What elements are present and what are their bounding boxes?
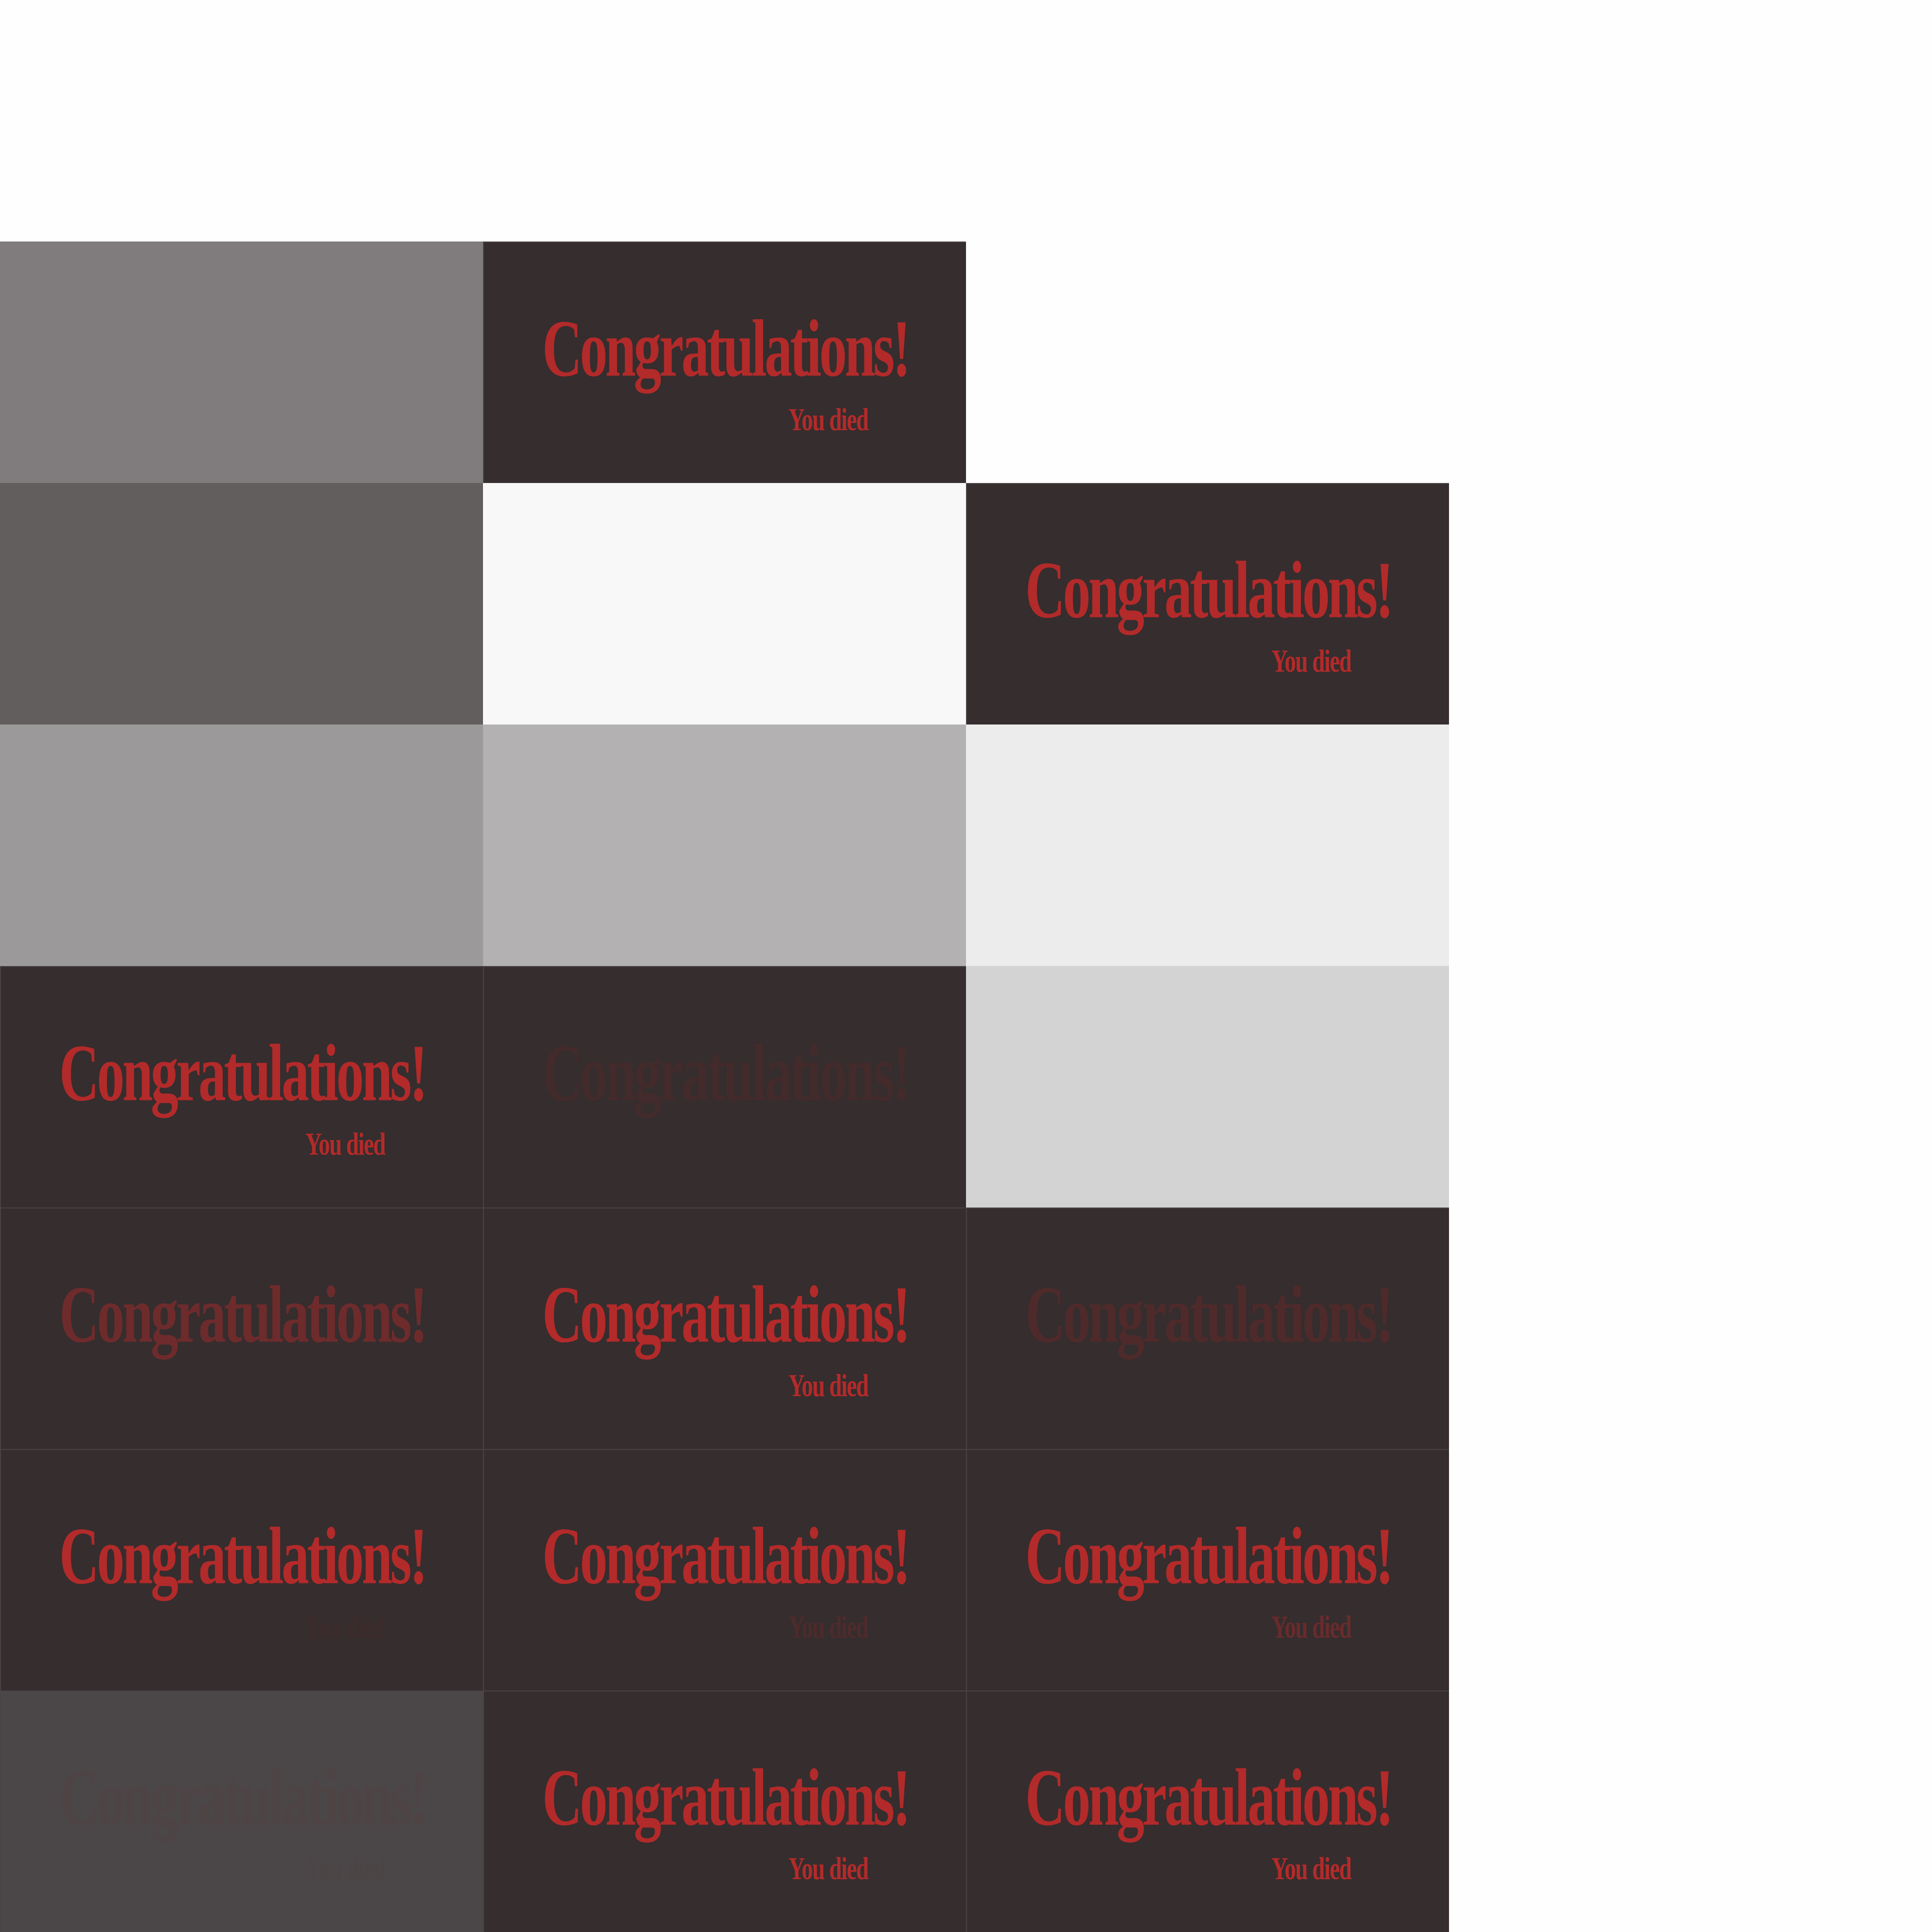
congratulations-title: Congratulations! xyxy=(1025,1752,1394,1843)
sprite-frame: Congratulations! You died xyxy=(483,1690,966,1932)
congratulations-title: Congratulations! xyxy=(542,1752,911,1843)
sprite-frame xyxy=(966,966,1449,1208)
sprite-frame: Congratulations! You died xyxy=(483,242,966,483)
congratulations-title: Congratulations! xyxy=(59,1752,428,1843)
sprite-frame xyxy=(0,242,483,483)
sprite-frame: Congratulations! You died xyxy=(966,1449,1449,1690)
you-died-subtitle: You died xyxy=(788,402,869,438)
sprite-frame: Congratulations! You died xyxy=(966,483,1449,724)
you-died-subtitle: You died xyxy=(788,1368,869,1404)
sprite-frame xyxy=(483,724,966,966)
you-died-subtitle: You died xyxy=(1271,643,1352,679)
sprite-frame: Congratulations! You died xyxy=(0,1690,483,1932)
congratulations-title: Congratulations! xyxy=(59,1511,428,1601)
sprite-frame xyxy=(0,724,483,966)
congratulations-title: Congratulations! xyxy=(542,1028,911,1118)
congratulations-title: Congratulations! xyxy=(542,303,911,394)
sprite-frame xyxy=(0,483,483,724)
you-died-subtitle: You died xyxy=(1271,1609,1352,1645)
sprite-frame: Congratulations! xyxy=(483,966,966,1208)
congratulations-title: Congratulations! xyxy=(1025,545,1394,635)
sprite-frame: Congratulations! You died xyxy=(0,1449,483,1690)
congratulations-title: Congratulations! xyxy=(59,1028,428,1118)
sprite-frame xyxy=(966,724,1449,966)
sprite-frame xyxy=(483,483,966,724)
you-died-subtitle: You died xyxy=(788,1609,869,1645)
sprite-frame: Congratulations! You died xyxy=(483,1449,966,1690)
sprite-frame: Congratulations! You died xyxy=(966,1690,1449,1932)
you-died-subtitle: You died xyxy=(788,1851,869,1887)
congratulations-title: Congratulations! xyxy=(1025,1511,1394,1601)
congratulations-title: Congratulations! xyxy=(542,1511,911,1601)
sprite-frame: Congratulations! You died xyxy=(483,1208,966,1449)
congratulations-title: Congratulations! xyxy=(59,1269,428,1360)
sprite-frame: Congratulations! xyxy=(0,1208,483,1449)
sprite-frame: Congratulations! You died xyxy=(0,966,483,1208)
congratulations-title: Congratulations! xyxy=(542,1269,911,1360)
you-died-subtitle: You died xyxy=(1271,1851,1352,1887)
sprite-frame: Congratulations! xyxy=(966,1208,1449,1449)
you-died-subtitle: You died xyxy=(305,1609,386,1645)
you-died-subtitle: You died xyxy=(305,1851,386,1887)
you-died-subtitle: You died xyxy=(305,1126,386,1162)
congratulations-title: Congratulations! xyxy=(1025,1269,1394,1360)
